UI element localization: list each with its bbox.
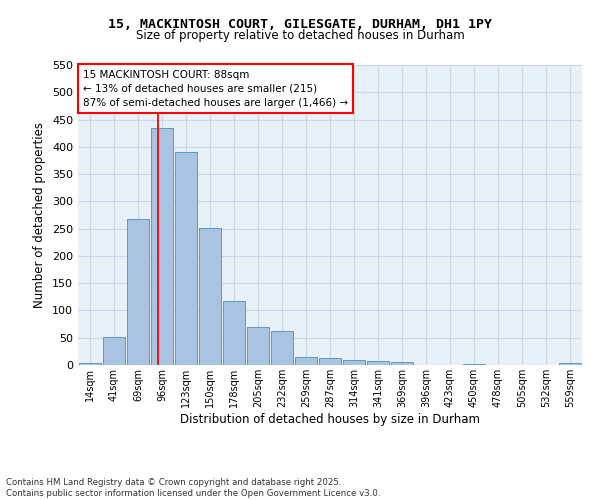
Bar bbox=[223, 301, 245, 365]
Bar bbox=[199, 228, 221, 365]
Bar bbox=[175, 152, 197, 365]
Bar bbox=[559, 364, 581, 365]
Bar bbox=[103, 336, 125, 365]
Bar bbox=[295, 358, 317, 365]
Text: 15, MACKINTOSH COURT, GILESGATE, DURHAM, DH1 1PY: 15, MACKINTOSH COURT, GILESGATE, DURHAM,… bbox=[108, 18, 492, 30]
Bar bbox=[367, 360, 389, 365]
Bar bbox=[391, 362, 413, 365]
X-axis label: Distribution of detached houses by size in Durham: Distribution of detached houses by size … bbox=[180, 412, 480, 426]
Bar bbox=[463, 364, 485, 365]
Bar bbox=[319, 358, 341, 365]
Text: 15 MACKINTOSH COURT: 88sqm
← 13% of detached houses are smaller (215)
87% of sem: 15 MACKINTOSH COURT: 88sqm ← 13% of deta… bbox=[83, 70, 348, 108]
Bar bbox=[247, 327, 269, 365]
Bar bbox=[343, 360, 365, 365]
Bar bbox=[271, 331, 293, 365]
Bar bbox=[151, 128, 173, 365]
Bar bbox=[79, 363, 101, 365]
Bar bbox=[127, 219, 149, 365]
Y-axis label: Number of detached properties: Number of detached properties bbox=[34, 122, 46, 308]
Text: Size of property relative to detached houses in Durham: Size of property relative to detached ho… bbox=[136, 29, 464, 42]
Text: Contains HM Land Registry data © Crown copyright and database right 2025.
Contai: Contains HM Land Registry data © Crown c… bbox=[6, 478, 380, 498]
